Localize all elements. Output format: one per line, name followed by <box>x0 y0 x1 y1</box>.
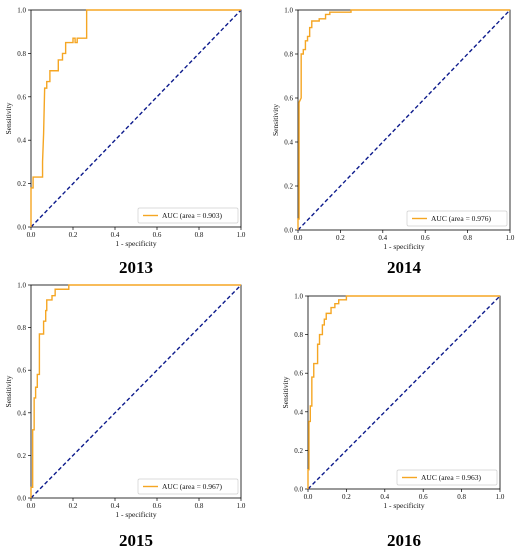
x-tick-label: 1.0 <box>237 231 246 239</box>
y-tick-label: 1.0 <box>17 282 26 290</box>
y-tick-label: 0.0 <box>284 227 293 235</box>
roc-curve-line <box>30 9 241 227</box>
y-tick-label: 0.0 <box>17 224 26 232</box>
y-axis-label: Sensitivity <box>271 104 280 136</box>
y-tick-label: 0.6 <box>17 367 26 375</box>
x-tick-label: 0.0 <box>27 231 36 239</box>
y-tick-label: 0.4 <box>284 139 293 147</box>
y-axis-label: Sensitivity <box>4 102 13 134</box>
legend-label: AUC (area = 0.976) <box>431 214 492 223</box>
y-tick-label: 0.4 <box>294 408 303 416</box>
panel-title: 2015 <box>119 531 153 550</box>
y-tick-label: 0.8 <box>17 324 26 332</box>
y-tick-label: 1.0 <box>17 7 26 15</box>
panel-title: 2016 <box>387 531 421 550</box>
legend-box <box>396 469 498 486</box>
y-tick-label: 1.0 <box>284 7 293 15</box>
legend: AUC (area = 0.903) <box>137 207 239 224</box>
chance-diagonal-line <box>30 9 242 228</box>
panel-title: 2014 <box>387 258 422 277</box>
y-tick-label: 0.8 <box>17 50 26 58</box>
roc-panel-2013: 0.0 0.2 0.4 0.6 0.8 1.0 0.0 0.2 0.4 0.6 0.8 1.0 1 - … <box>4 7 246 278</box>
y-axis-label: Sensitivity <box>281 376 290 408</box>
legend-box <box>137 478 239 495</box>
legend-box <box>406 210 508 227</box>
x-tick-label: 0.8 <box>195 231 204 239</box>
x-tick-label: 0.6 <box>419 493 428 501</box>
x-tick-label: 1.0 <box>237 502 246 510</box>
x-axis-label: 1 - specificity <box>115 239 156 248</box>
y-tick-label: 0.6 <box>294 370 303 378</box>
x-tick-label: 0.4 <box>380 493 389 501</box>
legend-label: AUC (area = 0.967) <box>162 482 223 491</box>
x-tick-label: 0.2 <box>69 502 78 510</box>
y-tick-label: 0.6 <box>284 95 293 103</box>
roc-curve-line <box>307 295 500 489</box>
panel-title: 2013 <box>119 258 153 277</box>
y-tick-label: 0.4 <box>17 409 26 417</box>
legend: AUC (area = 0.963) <box>396 469 498 486</box>
legend-label: AUC (area = 0.903) <box>162 211 223 220</box>
x-tick-label: 1.0 <box>496 493 505 501</box>
y-tick-label: 0.0 <box>294 486 303 494</box>
x-tick-label: 0.2 <box>69 231 78 239</box>
y-tick-label: 0.2 <box>294 447 303 455</box>
roc-panel-2016: 0.0 0.2 0.4 0.6 0.8 1.0 0.0 0.2 0.4 0.6 0.8 1.0 1 - … <box>281 293 505 551</box>
x-tick-label: 0.8 <box>195 502 204 510</box>
x-tick-label: 0.6 <box>153 231 162 239</box>
x-tick-label: 0.0 <box>27 502 36 510</box>
legend: AUC (area = 0.967) <box>137 478 239 495</box>
y-tick-label: 1.0 <box>294 293 303 301</box>
x-tick-label: 0.6 <box>153 502 162 510</box>
y-axis-label: Sensitivity <box>4 375 13 407</box>
roc-curve-line <box>30 284 241 498</box>
x-tick-label: 0.8 <box>457 493 466 501</box>
roc-curve-line <box>297 9 510 230</box>
chance-diagonal-line <box>307 295 501 490</box>
x-axis-label: 1 - specificity <box>115 510 156 519</box>
legend: AUC (area = 0.976) <box>406 210 508 227</box>
legend-label: AUC (area = 0.963) <box>421 473 482 482</box>
y-tick-label: 0.8 <box>294 331 303 339</box>
roc-panel-2014: 0.0 0.2 0.4 0.6 0.8 1.0 0.0 0.2 0.4 0.6 0.8 1.0 1 - … <box>271 7 515 278</box>
y-tick-label: 0.0 <box>17 495 26 503</box>
chance-diagonal-line <box>297 9 511 231</box>
x-tick-label: 0.0 <box>294 234 303 242</box>
legend-box <box>137 207 239 224</box>
chance-diagonal-line <box>30 284 242 499</box>
y-tick-label: 0.8 <box>284 51 293 59</box>
y-tick-label: 0.2 <box>17 452 26 460</box>
x-tick-label: 0.2 <box>336 234 345 242</box>
x-tick-label: 0.4 <box>378 234 387 242</box>
x-tick-label: 0.4 <box>111 231 120 239</box>
x-tick-label: 0.8 <box>463 234 472 242</box>
y-tick-label: 0.2 <box>17 180 26 188</box>
x-tick-label: 0.0 <box>304 493 313 501</box>
x-axis-label: 1 - specificity <box>383 501 424 510</box>
x-tick-label: 0.4 <box>111 502 120 510</box>
x-tick-label: 1.0 <box>506 234 515 242</box>
y-tick-label: 0.4 <box>17 137 26 145</box>
roc-panel-2015: 0.0 0.2 0.4 0.6 0.8 1.0 0.0 0.2 0.4 0.6 0.8 1.0 1 - … <box>4 282 246 551</box>
x-tick-label: 0.2 <box>342 493 351 501</box>
y-tick-label: 0.2 <box>284 183 293 191</box>
x-axis-label: 1 - specificity <box>383 242 424 251</box>
x-tick-label: 0.6 <box>421 234 430 242</box>
y-tick-label: 0.6 <box>17 93 26 101</box>
